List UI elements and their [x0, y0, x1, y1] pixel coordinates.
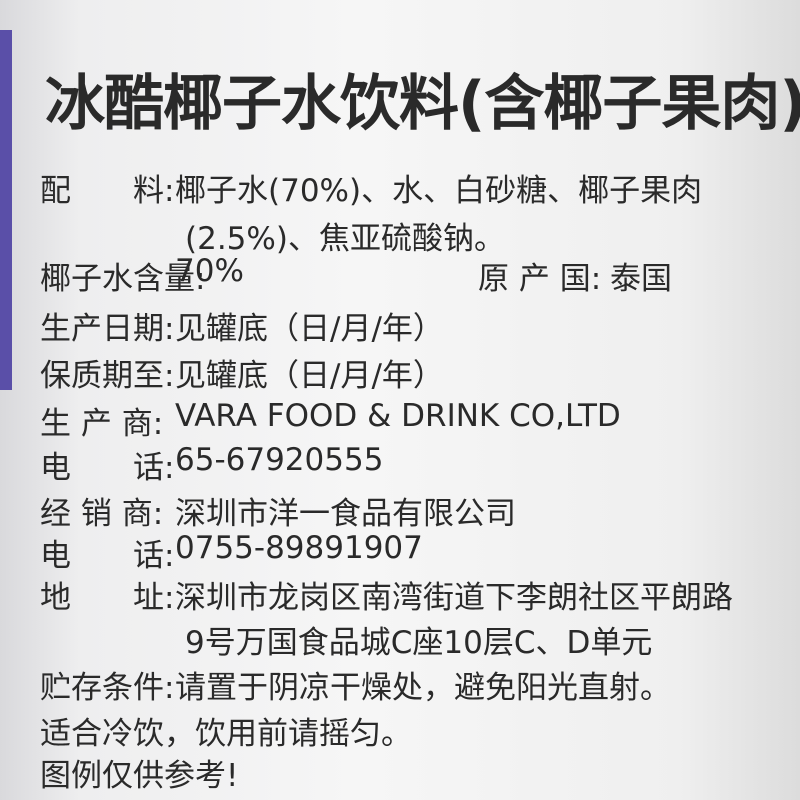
- field-value: 见罐底（日/月/年）: [175, 358, 444, 394]
- field-label: 电 话:: [40, 538, 175, 574]
- field-value: 深圳市洋一食品有限公司: [175, 496, 516, 532]
- field-value: (2.5%)、焦亚硫酸钠。: [185, 221, 505, 257]
- field-value: 9号万国食品城C座10层C、D单元: [185, 625, 653, 661]
- field-label: 配 料:: [40, 173, 175, 209]
- field-label: 椰子水含量:: [40, 261, 206, 297]
- field-label: 电 话:: [40, 450, 175, 486]
- field-value: VARA FOOD & DRINK CO,LTD: [175, 398, 621, 434]
- note: 适合冷饮，饮用前请摇匀。: [40, 716, 412, 752]
- field-label: 生 产 商:: [40, 406, 164, 442]
- field-value: 请置于阴凉干燥处，避免阳光直射。: [175, 670, 671, 706]
- field-label: 地 址:: [40, 580, 175, 616]
- field-label: 经 销 商:: [40, 496, 164, 532]
- field-value: 见罐底（日/月/年）: [175, 311, 444, 347]
- field-label: 生产日期:: [40, 311, 175, 347]
- field-value: 0755-89891907: [175, 530, 423, 566]
- blue-edge: [0, 30, 12, 390]
- product-title: 冰酷椰子水饮料(含椰子果肉): [45, 69, 800, 139]
- field-value: 深圳市龙岗区南湾街道下李朗社区平朗路: [175, 580, 733, 616]
- field-value: 70%: [175, 253, 244, 289]
- field-label: 原 产 国:: [478, 261, 602, 297]
- field-value: 65-67920555: [175, 442, 384, 478]
- field-label: 保质期至:: [40, 358, 175, 394]
- field-label: 贮存条件:: [40, 670, 175, 706]
- field-value: 椰子水(70%)、水、白砂糖、椰子果肉: [175, 173, 703, 209]
- note: 图例仅供参考!: [40, 758, 239, 794]
- field-value: 泰国: [610, 261, 672, 297]
